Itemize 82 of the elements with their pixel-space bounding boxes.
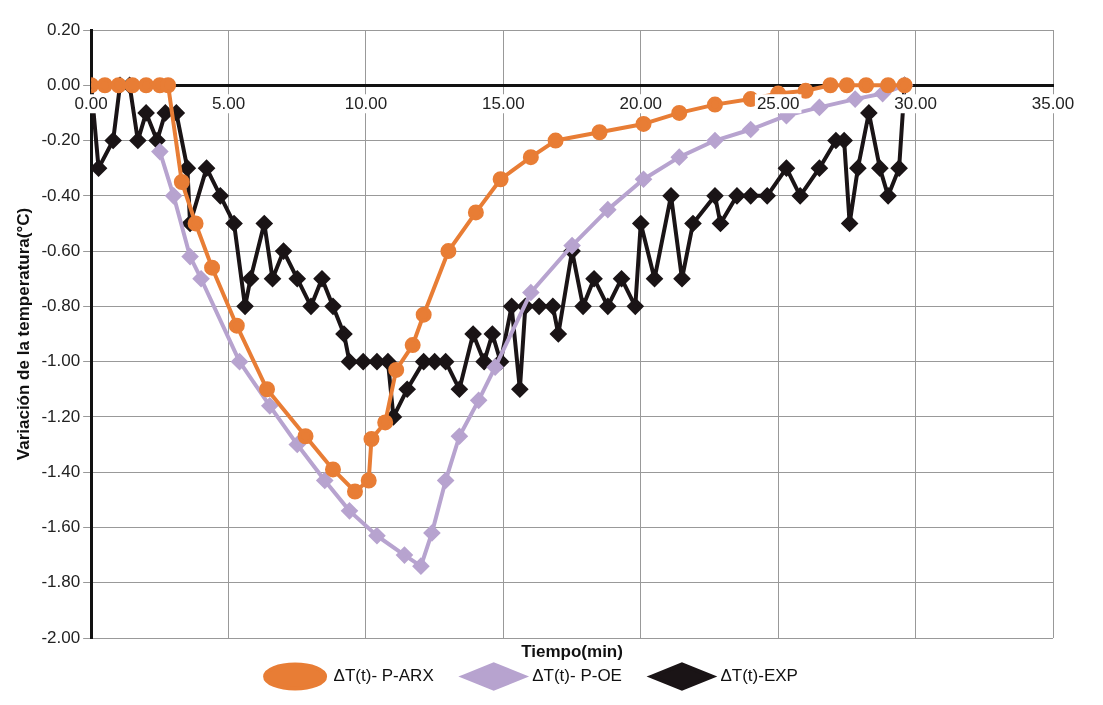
x-tick-label: 10.00 xyxy=(344,94,388,114)
point xyxy=(858,77,875,94)
x-tick-label: 30.00 xyxy=(894,94,937,114)
point xyxy=(522,149,539,166)
y-tick-label: -1.20 xyxy=(41,406,81,426)
point xyxy=(96,77,113,94)
x-tick-label: 0.00 xyxy=(74,94,108,114)
point xyxy=(591,124,608,141)
y-tick-label: -1.80 xyxy=(41,572,81,592)
point xyxy=(880,77,897,94)
point xyxy=(492,171,509,188)
point xyxy=(316,472,333,489)
legend-label: ΔT(t)-EXP xyxy=(720,666,798,686)
point xyxy=(259,381,276,398)
x-tick-label: 15.00 xyxy=(482,94,525,114)
point xyxy=(635,115,652,132)
point xyxy=(437,472,454,489)
point xyxy=(151,143,168,160)
point xyxy=(204,259,221,276)
point xyxy=(363,431,380,448)
y-tick-label: -1.60 xyxy=(41,517,81,537)
point xyxy=(388,361,405,378)
y-tick-label: -2.00 xyxy=(41,627,81,647)
y-tick-label: -0.40 xyxy=(41,185,81,205)
point xyxy=(289,436,306,453)
point xyxy=(451,428,468,445)
point xyxy=(165,187,182,204)
point xyxy=(635,171,652,188)
x-tick-label: 35.00 xyxy=(1031,94,1075,114)
legend-label: ΔT(t)- P-OE xyxy=(532,666,622,686)
point xyxy=(706,96,723,113)
point xyxy=(138,77,155,94)
point xyxy=(261,397,278,414)
y-tick-label: 0.00 xyxy=(47,74,81,94)
point xyxy=(822,77,839,94)
point xyxy=(346,483,363,500)
legend-label: ΔT(t)- P-ARX xyxy=(333,666,434,686)
point xyxy=(671,104,688,121)
point xyxy=(324,461,341,478)
point xyxy=(467,204,484,221)
x-tick-label: 5.00 xyxy=(212,94,246,114)
point xyxy=(396,547,413,564)
point xyxy=(838,77,855,94)
point xyxy=(440,243,457,260)
point xyxy=(368,527,385,544)
point xyxy=(412,558,429,575)
point xyxy=(487,359,504,376)
point xyxy=(706,132,723,149)
y-tick-label: -1.40 xyxy=(41,461,81,481)
point xyxy=(423,524,440,541)
point xyxy=(360,472,377,489)
point xyxy=(231,353,248,370)
y-tick-label: -0.80 xyxy=(41,296,81,316)
point xyxy=(522,284,539,301)
point xyxy=(415,306,432,323)
y-tick-label: -1.00 xyxy=(41,351,81,371)
point xyxy=(547,132,564,149)
point xyxy=(182,248,199,265)
point xyxy=(377,414,394,431)
x-tick-label: 20.00 xyxy=(619,94,663,114)
y-tick-label: 0.20 xyxy=(47,19,81,39)
x-axis-title: Tiempo(min) xyxy=(521,642,623,662)
point xyxy=(811,99,828,116)
point xyxy=(797,82,814,99)
point xyxy=(404,337,421,354)
y-axis-title: Variación de la temperatura(°C) xyxy=(13,207,33,461)
y-tick-label: -0.60 xyxy=(41,240,81,260)
point xyxy=(193,270,210,287)
y-tick-label: -0.20 xyxy=(41,130,81,150)
point xyxy=(228,317,245,334)
point xyxy=(173,174,190,190)
point xyxy=(742,121,759,138)
point xyxy=(564,237,581,254)
point xyxy=(671,149,688,166)
point xyxy=(124,77,141,94)
point xyxy=(470,392,487,409)
point xyxy=(847,91,864,108)
point xyxy=(599,201,616,218)
point xyxy=(341,502,358,519)
point xyxy=(297,428,314,445)
point xyxy=(187,215,204,232)
x-tick-label: 25.00 xyxy=(756,94,800,114)
